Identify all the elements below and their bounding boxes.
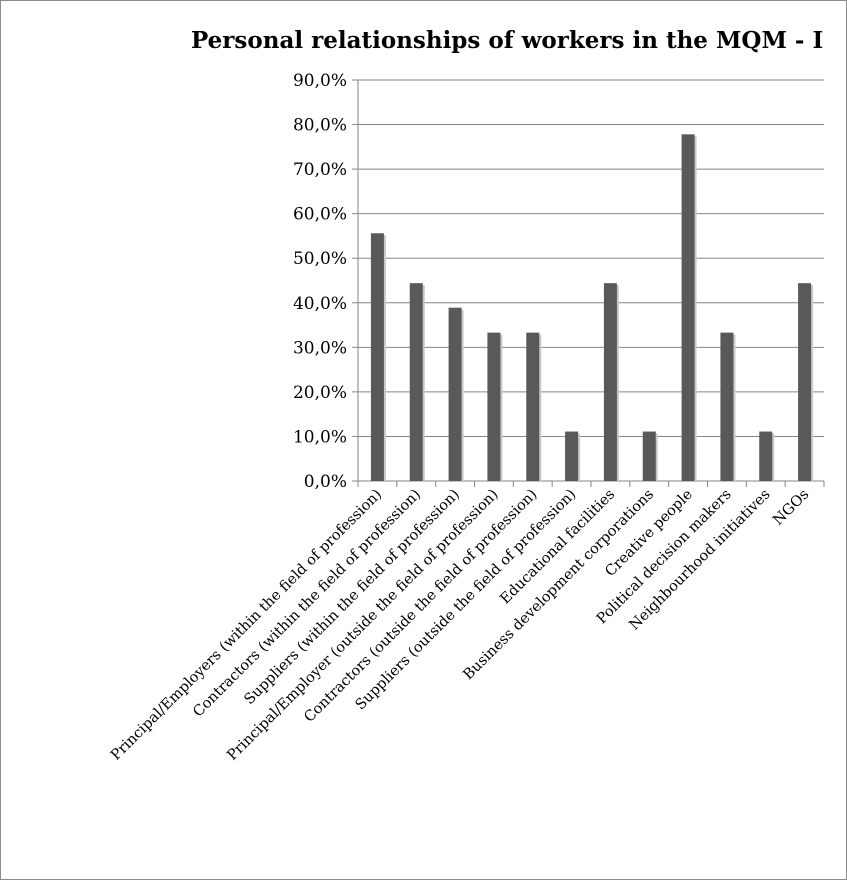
bar: [565, 431, 579, 481]
chart-title: Personal relationships of workers in the…: [191, 27, 824, 54]
bar: [681, 134, 695, 481]
y-tick-label: 10,0%: [293, 427, 347, 447]
bar: [642, 431, 656, 481]
y-tick-label: 30,0%: [293, 338, 347, 358]
bar: [448, 307, 462, 481]
bar: [798, 283, 812, 481]
y-tick-label: 0,0%: [304, 472, 347, 492]
bar: [759, 431, 773, 481]
y-tick-label: 70,0%: [293, 160, 347, 180]
x-category-label: Principal/Employers (within the field of…: [108, 487, 385, 764]
bar: [487, 332, 501, 481]
bar: [370, 233, 384, 481]
y-tick-label: 60,0%: [293, 205, 347, 225]
bar: [603, 283, 617, 481]
y-tick-label: 20,0%: [293, 383, 347, 403]
bar: [409, 283, 423, 481]
y-tick-label: 40,0%: [293, 294, 347, 314]
bar: [526, 332, 540, 481]
x-category-label: Principal/Employer (outside the field of…: [224, 487, 501, 764]
y-tick-label: 80,0%: [293, 116, 347, 136]
x-category-label: NGOs: [770, 487, 812, 529]
bar: [720, 332, 734, 481]
y-tick-label: 50,0%: [293, 249, 347, 269]
y-tick-label: 90,0%: [293, 71, 347, 91]
